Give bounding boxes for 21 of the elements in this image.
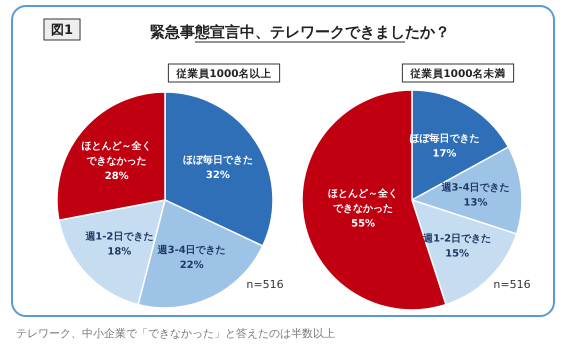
slice-label: 週1-2日できた: [84, 230, 154, 242]
data-label: 22%: [180, 260, 204, 272]
text: n=516: [493, 278, 531, 291]
slice-label: ほとんど～全くできなかった: [328, 188, 398, 215]
slice-label: 週3-4日できた: [156, 244, 226, 256]
data-label: 32%: [206, 170, 230, 181]
chart-subtitle: 従業員1000名未満: [409, 67, 506, 80]
slice-label: ほとんど～全くできなかった: [82, 140, 152, 168]
data-label: 13%: [464, 197, 488, 208]
slice-label: ほぼ毎日できた: [182, 154, 253, 166]
data-label: 55%: [351, 218, 376, 230]
text: n=516: [246, 278, 284, 291]
chart-subtitle: 従業員1000名以上: [175, 67, 272, 80]
chart-title: 緊急事態宣言中、テレワークできましたか？: [150, 23, 450, 41]
slice-label: 週3-4日できた: [440, 181, 510, 194]
caption: 図1: [50, 23, 74, 38]
data-label: 17%: [432, 148, 456, 160]
data-label: 18%: [107, 246, 132, 258]
data-label: 15%: [445, 248, 470, 260]
data-label: 28%: [104, 171, 129, 182]
text: テレワーク、中小企業で「できなかった」と答えたのは半数以上: [16, 327, 335, 340]
